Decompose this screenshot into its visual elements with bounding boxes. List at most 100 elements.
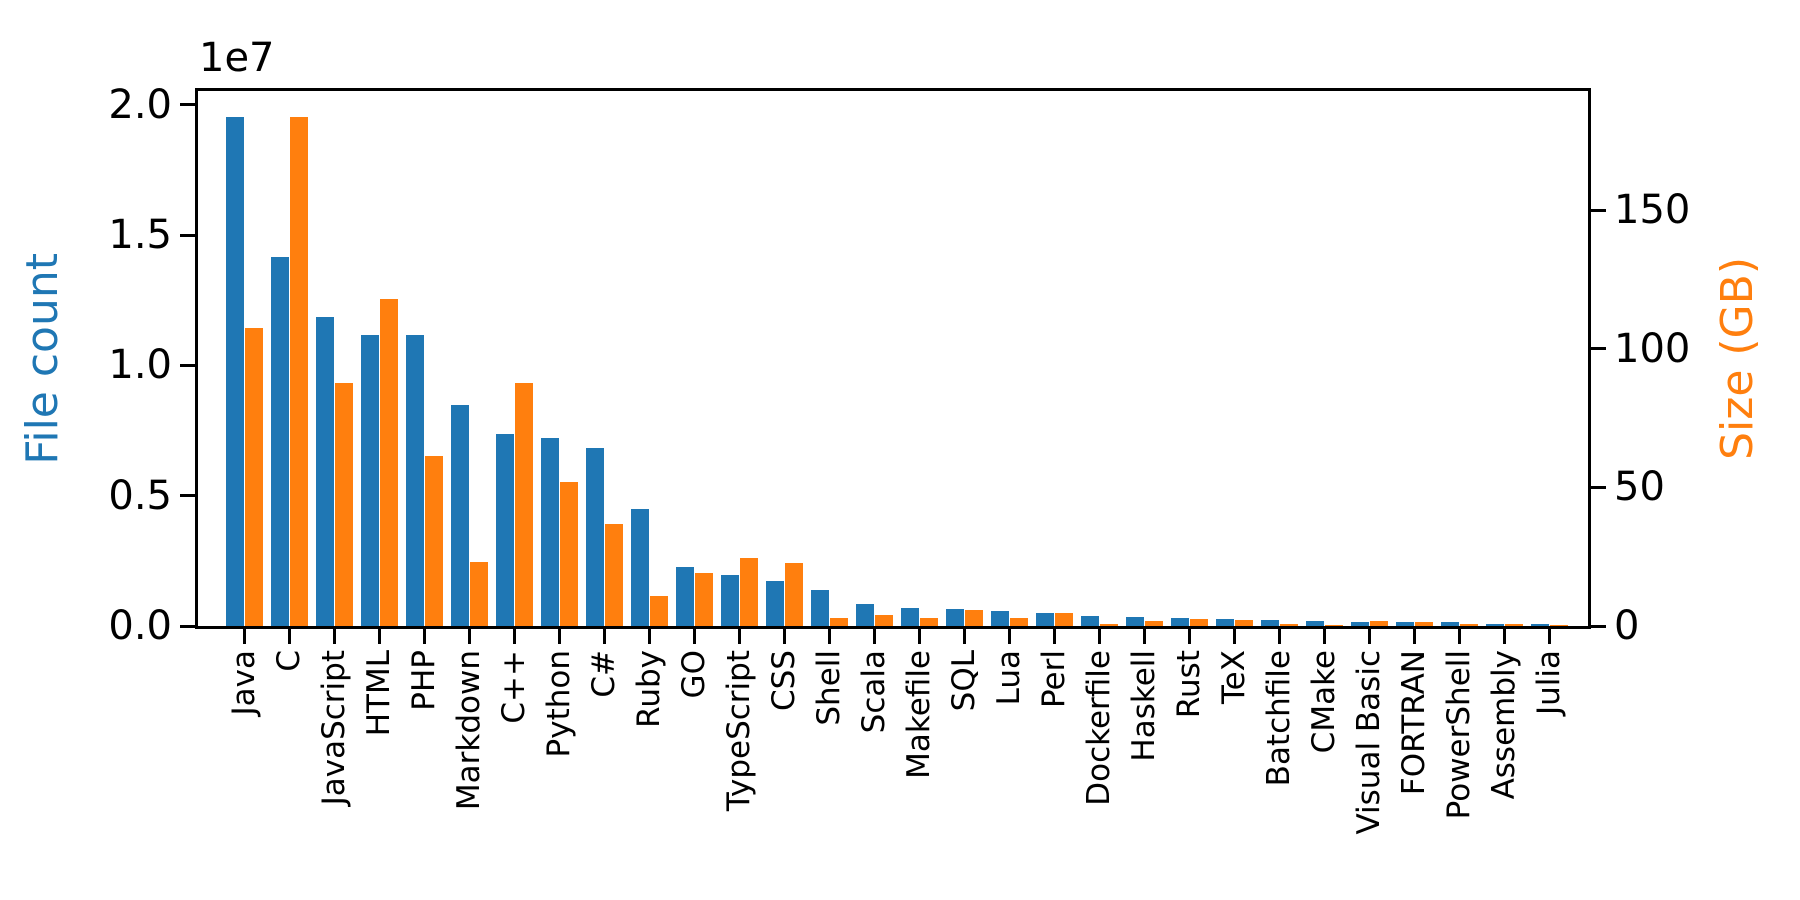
x-tick [783,629,786,644]
bar-file-count-css [765,580,785,626]
y-tick-label-right: 50 [1614,464,1665,511]
x-tick [558,629,561,644]
x-tick-label-javascript: JavaScript [316,650,352,806]
x-tick-label-go: GO [676,650,712,699]
bar-file-count-java [225,116,245,626]
x-tick-label-rust: Rust [1171,650,1207,719]
x-tick [1188,629,1191,644]
bar-file-count-rust [1170,617,1190,626]
x-tick [333,629,336,644]
y-tick-label-left: 1.0 [108,342,172,389]
x-tick-label-tex: TeX [1216,650,1252,704]
y-tick-label-left: 0.5 [108,472,172,519]
bar-file-count-c [270,257,290,626]
x-tick [693,629,696,644]
x-tick-label-c: C [271,650,307,672]
y-tick-right [1591,624,1606,628]
x-tick-label-c-: C# [586,650,622,698]
x-tick [1098,629,1101,644]
x-tick [918,629,921,644]
x-tick-label-makefile: Makefile [901,650,937,779]
bar-file-count-c- [585,448,605,626]
y-tick-right [1591,208,1606,212]
bar-file-count-ruby [630,509,650,626]
bar-size-makefile [919,617,939,626]
bar-file-count-dockerfile [1080,616,1100,626]
x-tick [963,629,966,644]
bar-file-count-sql [945,608,965,626]
bar-size-sql [964,610,984,626]
bar-size-c [289,116,309,626]
bar-size-fortran [1414,621,1434,626]
bar-file-count-haskell [1125,617,1145,626]
bar-file-count-lua [990,610,1010,626]
bar-size-c- [604,523,624,626]
x-tick-label-fortran: FORTRAN [1396,650,1432,796]
bar-size-html [379,298,399,626]
x-tick [738,629,741,644]
x-tick [1143,629,1146,644]
bar-size-perl [1054,612,1074,626]
x-tick-label-powershell: PowerShell [1441,650,1477,820]
x-tick [873,629,876,644]
bar-size-css [784,563,804,626]
bar-file-count-powershell [1440,622,1460,626]
x-tick-label-dockerfile: Dockerfile [1081,650,1117,806]
bar-size-javascript [334,382,354,626]
x-tick-label-typescript: TypeScript [721,650,757,812]
bar-size-cmake [1324,624,1344,626]
x-tick [243,629,246,644]
bar-file-count-perl [1035,613,1055,626]
x-tick-label-scala: Scala [856,650,892,734]
x-tick-label-julia: Julia [1531,650,1567,716]
bar-size-java [244,327,264,626]
y-tick-label-left: 2.0 [108,81,172,128]
y-tick-label-left: 0.0 [108,603,172,649]
bar-file-count-typescript [720,575,740,626]
x-tick-label-perl: Perl [1036,650,1072,709]
x-tick-label-cmake: CMake [1306,650,1342,754]
x-tick-label-python: Python [541,650,577,758]
x-tick-label-ruby: Ruby [631,650,667,728]
x-tick [378,629,381,644]
x-tick [1053,629,1056,644]
bar-size-tex [1234,620,1254,626]
x-tick [1413,629,1416,644]
bar-size-scala [874,615,894,626]
x-tick [468,629,471,644]
y-tick-label-right: 150 [1614,187,1691,234]
x-tick [1008,629,1011,644]
plot-area [198,91,1588,626]
y-tick-label-right: 100 [1614,325,1691,372]
bar-size-assembly [1504,623,1524,626]
y-tick-left [180,624,195,628]
bar-file-count-batchfile [1260,619,1280,626]
x-tick [1323,629,1326,644]
x-tick [648,629,651,644]
bar-file-count-c- [495,433,515,626]
x-tick [1278,629,1281,644]
x-tick-label-haskell: Haskell [1126,650,1162,762]
bar-size-markdown [469,562,489,626]
bar-size-visual-basic [1369,620,1389,626]
x-tick [1233,629,1236,644]
y-tick-left [180,103,195,107]
bar-size-shell [829,617,849,626]
x-tick-label-visual-basic: Visual Basic [1351,650,1387,835]
bar-file-count-shell [810,589,830,626]
bar-file-count-assembly [1485,623,1505,626]
bar-size-rust [1189,618,1209,626]
bar-size-php [424,455,444,626]
x-tick-label-java: Java [226,650,262,716]
y-tick-right [1591,485,1606,489]
bar-file-count-fortran [1395,622,1415,626]
x-tick [513,629,516,644]
bar-file-count-scala [855,604,875,626]
bar-size-python [559,481,579,626]
x-tick [423,629,426,644]
y-tick-label-right: 0 [1614,603,1640,649]
bar-size-typescript [739,557,759,626]
x-tick [1548,629,1551,644]
bar-size-ruby [649,595,669,626]
